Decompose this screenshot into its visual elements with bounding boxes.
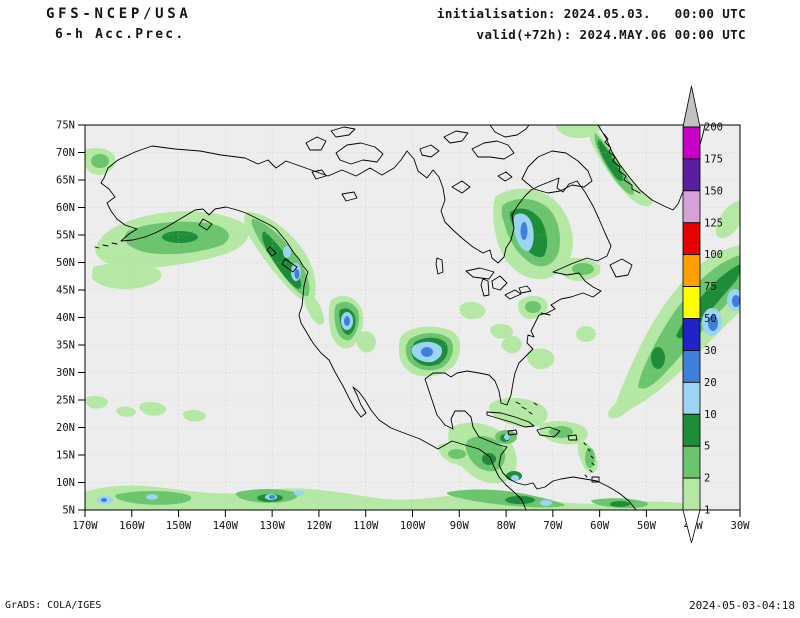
axis-tick-labels: 75N70N65N60N55N50N45N40N35N30N25N20N15N1… xyxy=(56,120,750,533)
model-title: GFS-NCEP/USA xyxy=(46,6,192,22)
colorbar-level-label: 20 xyxy=(704,377,717,389)
lon-tick-label: 70W xyxy=(543,520,563,532)
colorbar-above-max-arrow xyxy=(682,85,701,128)
colorbar-level-label: 150 xyxy=(704,185,723,197)
colorbar-swatch xyxy=(682,350,701,383)
lat-tick-label: 20N xyxy=(56,422,75,434)
coast-arctic-islands xyxy=(305,125,593,194)
lat-tick-label: 25N xyxy=(56,395,75,407)
coast-lakes xyxy=(311,169,551,316)
lat-tick-label: 40N xyxy=(56,312,75,324)
lat-tick-label: 70N xyxy=(56,147,75,159)
coast-mainland-arctic-atlantic xyxy=(103,145,637,510)
coast-caribbean-islands xyxy=(486,401,600,483)
lon-tick-label: 30W xyxy=(731,520,751,532)
lat-tick-label: 35N xyxy=(56,340,75,352)
lat-tick-label: 45N xyxy=(56,285,75,297)
lat-tick-label: 5N xyxy=(62,505,75,517)
valid-time: valid(+72h): 2024.MAY.06 00:00 UTC xyxy=(476,27,746,42)
colorbar-level-label: 100 xyxy=(704,249,723,261)
creation-timestamp: 2024-05-03-04:18 xyxy=(689,599,795,612)
precip-band-20-30mm xyxy=(101,222,740,502)
lon-tick-label: 110W xyxy=(353,520,379,532)
lon-tick-label: 60W xyxy=(590,520,610,532)
coastline-layer xyxy=(94,125,706,510)
colorbar-swatch xyxy=(682,381,701,415)
colorbar-swatch xyxy=(682,413,701,447)
lat-tick-label: 10N xyxy=(56,477,75,489)
colorbar-swatch xyxy=(682,445,701,479)
lat-tick-label: 75N xyxy=(56,120,75,132)
coast-other-islands xyxy=(198,218,633,278)
colorbar-swatch xyxy=(682,286,701,319)
lat-tick-label: 30N xyxy=(56,367,75,379)
precip-shading-layers xyxy=(85,125,740,510)
colorbar: 200 175 150 125 100 75 50 30 20 10 5 2 1 xyxy=(682,85,723,544)
colorbar-swatch xyxy=(682,126,701,160)
colorbar-swatch xyxy=(682,318,701,351)
field-title: 6-h Acc.Prec. xyxy=(55,27,186,42)
lat-tick-label: 15N xyxy=(56,450,75,462)
grads-credit: GrADS: COLA/IGES xyxy=(5,600,102,611)
colorbar-level-label: 50 xyxy=(704,313,717,325)
colorbar-level-label: 200 xyxy=(704,122,723,134)
colorbar-level-label: 30 xyxy=(704,345,717,357)
lon-tick-label: 150W xyxy=(166,520,192,532)
lon-tick-label: 100W xyxy=(400,520,426,532)
colorbar-level-label: 2 xyxy=(704,473,710,485)
lon-tick-label: 80W xyxy=(497,520,517,532)
colorbar-level-label: 5 xyxy=(704,441,710,453)
lat-tick-label: 55N xyxy=(56,230,75,242)
colorbar-below-min-arrow xyxy=(682,509,701,544)
lat-tick-label: 50N xyxy=(56,257,75,269)
lon-tick-label: 130W xyxy=(259,520,285,532)
colorbar-level-label: 1 xyxy=(704,505,710,517)
map-frame xyxy=(84,124,741,511)
lon-tick-label: 170W xyxy=(72,520,98,532)
lon-tick-label: 90W xyxy=(450,520,470,532)
lon-tick-label: 50W xyxy=(637,520,657,532)
lat-tick-label: 60N xyxy=(56,202,75,214)
lon-tick-label: 140W xyxy=(213,520,239,532)
coast-pacific xyxy=(100,177,527,510)
colorbar-level-label: 175 xyxy=(704,153,723,165)
coast-aleutian-islands xyxy=(94,242,118,249)
colorbar-level-label: 10 xyxy=(704,409,717,421)
lon-tick-label: 160W xyxy=(119,520,145,532)
lon-tick-label: 120W xyxy=(306,520,332,532)
coast-greenland-fjords xyxy=(603,133,641,194)
colorbar-swatch xyxy=(682,222,701,256)
colorbar-level-label: 75 xyxy=(704,281,717,293)
initialisation-time: initialisation: 2024.05.03. 00:00 UTC xyxy=(436,6,746,21)
lat-tick-label: 65N xyxy=(56,175,75,187)
colorbar-swatch xyxy=(682,190,701,224)
colorbar-swatch xyxy=(682,477,701,511)
colorbar-swatch xyxy=(682,158,701,192)
colorbar-swatch xyxy=(682,254,701,287)
colorbar-level-label: 125 xyxy=(704,217,723,229)
